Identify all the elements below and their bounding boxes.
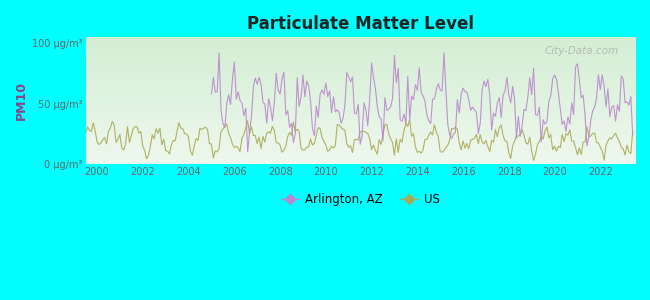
Y-axis label: PM10: PM10 [15,81,28,120]
Text: City-Data.com: City-Data.com [545,46,619,56]
Legend: Arlington, AZ, US: Arlington, AZ, US [276,189,444,211]
Title: Particulate Matter Level: Particulate Matter Level [247,15,474,33]
